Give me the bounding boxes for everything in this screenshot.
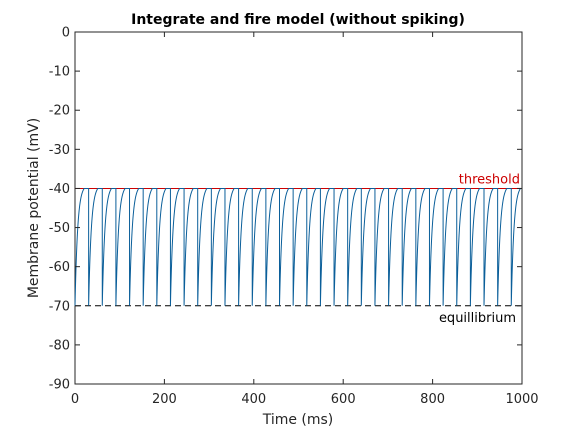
x-tick-label: 800 xyxy=(420,392,445,407)
x-tick-label: 400 xyxy=(241,392,266,407)
y-tick-label: -20 xyxy=(49,104,70,119)
y-tick-label: -80 xyxy=(49,338,70,353)
x-tick-label: 600 xyxy=(331,392,356,407)
chart-title: Integrate and fire model (without spikin… xyxy=(131,12,465,28)
x-tick-label: 1000 xyxy=(505,392,538,407)
x-tick-label: 200 xyxy=(152,392,177,407)
x-tick-labels: 0 200 400 600 800 1000 xyxy=(71,392,539,407)
x-tick-label: 0 xyxy=(71,392,79,407)
y-tick-label: -30 xyxy=(49,143,70,158)
y-tick-label: -10 xyxy=(49,65,70,80)
y-tick-label: -70 xyxy=(49,299,70,314)
y-axis-label: Membrane potential (mV) xyxy=(26,118,42,298)
y-tick-label: -90 xyxy=(49,378,70,393)
plot-frame xyxy=(74,31,523,385)
y-tick-label: -40 xyxy=(49,182,70,197)
threshold-label: threshold xyxy=(459,172,520,187)
plot-area: 0 200 400 600 800 1000 0 -10 -20 -30 -40 -50 -60 -70… xyxy=(49,26,539,408)
membrane-potential-line xyxy=(74,187,522,306)
y-tick-label: -60 xyxy=(49,260,70,275)
tick-marks xyxy=(74,31,523,385)
y-tick-label: -50 xyxy=(49,221,70,236)
y-tick-label: 0 xyxy=(62,26,70,41)
x-axis-label: Time (ms) xyxy=(262,412,334,428)
y-tick-labels: 0 -10 -20 -30 -40 -50 -60 -70 -80 -90 xyxy=(49,26,70,393)
equilibrium-label: equillibrium xyxy=(439,311,516,326)
